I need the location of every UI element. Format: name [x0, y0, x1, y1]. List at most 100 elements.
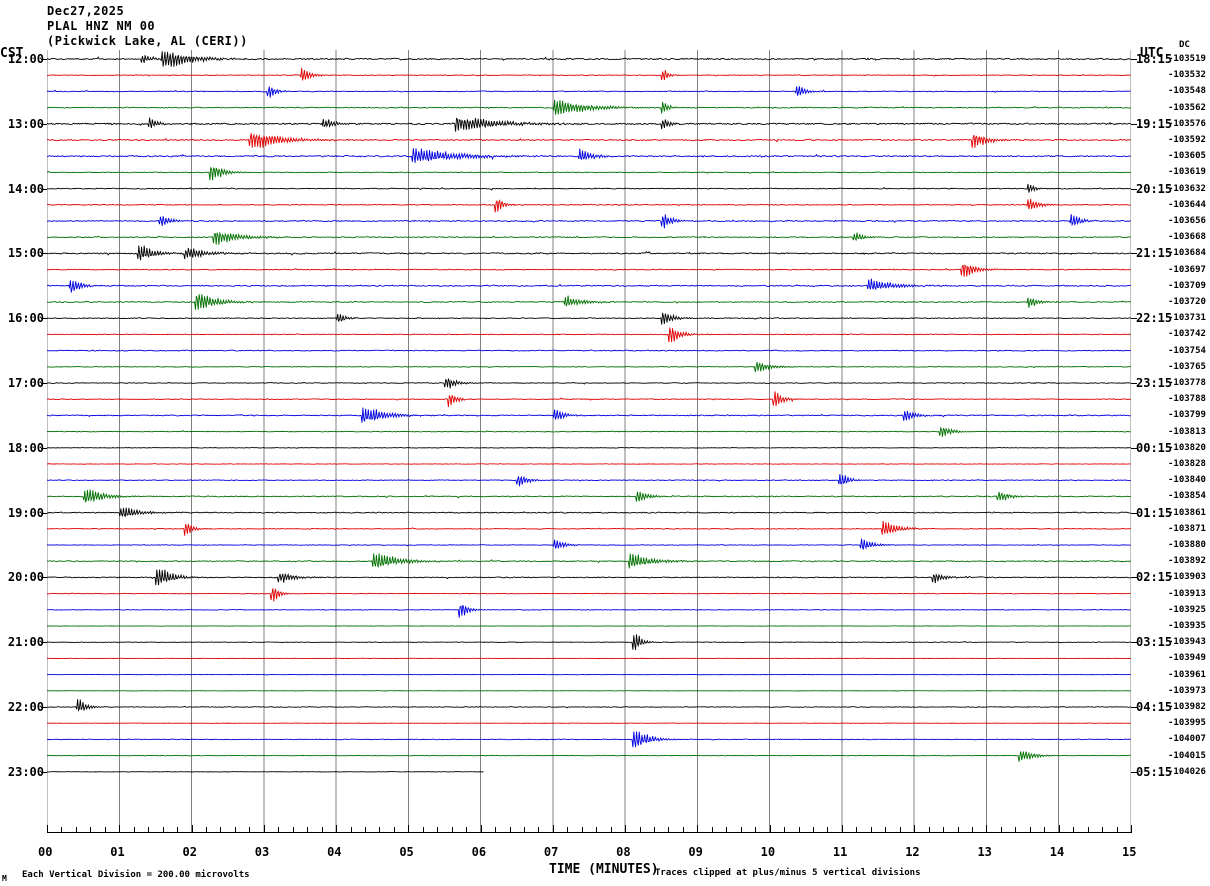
right-axis-tick	[1131, 447, 1137, 449]
x-minor-tick	[885, 827, 887, 833]
x-minor-tick	[943, 827, 945, 833]
x-minor-tick	[784, 827, 786, 833]
dc-value: -103668	[1168, 232, 1206, 243]
x-tick-label: 09	[688, 845, 703, 859]
x-minor-tick	[422, 827, 424, 833]
left-axis-tick	[41, 642, 47, 644]
dc-value: -103828	[1168, 459, 1206, 469]
dc-value: -103519	[1168, 54, 1206, 64]
right-time-label: 21:15	[1136, 246, 1173, 261]
x-tick-label: 08	[616, 845, 631, 859]
x-major-tick	[697, 825, 699, 833]
x-minor-tick	[509, 827, 511, 833]
left-time-label: 16:00	[7, 311, 44, 326]
left-axis-tick	[41, 707, 47, 708]
dc-value: -103982	[1168, 702, 1206, 712]
right-time-label: 19:15	[1136, 116, 1173, 131]
x-major-tick	[336, 825, 338, 833]
x-minor-tick	[870, 827, 872, 833]
dc-value: -103820	[1168, 442, 1206, 453]
x-minor-tick	[234, 827, 236, 833]
x-minor-tick	[1044, 827, 1046, 833]
dc-value: -103913	[1168, 588, 1206, 599]
x-axis-line	[47, 832, 1131, 833]
x-minor-tick	[610, 827, 612, 833]
dc-value: -103854	[1168, 491, 1206, 502]
x-major-tick	[408, 825, 410, 833]
left-time-label: 13:00	[7, 116, 44, 131]
right-timezone-label: UTC	[1140, 46, 1164, 61]
x-minor-tick	[538, 827, 540, 833]
x-major-tick	[1131, 825, 1132, 833]
left-time-label: 12:00	[7, 52, 44, 66]
x-major-tick	[119, 825, 121, 833]
dc-value: -103765	[1168, 361, 1206, 372]
right-axis-tick	[1131, 188, 1137, 190]
dc-value: -103562	[1168, 102, 1206, 113]
x-minor-tick	[711, 827, 713, 833]
x-minor-tick	[133, 827, 135, 833]
x-minor-tick	[90, 827, 92, 833]
dc-column-label: DC	[1179, 40, 1190, 50]
x-minor-tick	[321, 827, 323, 833]
x-minor-tick	[596, 827, 598, 833]
header-site: (Pickwick Lake, AL (CERI))	[47, 34, 248, 48]
x-minor-tick	[523, 827, 525, 833]
left-axis-tick	[41, 771, 47, 773]
x-tick-label: 12	[905, 845, 920, 859]
dc-value: -104026	[1168, 766, 1206, 777]
x-major-tick	[191, 825, 193, 833]
dc-value: -103961	[1168, 669, 1206, 680]
x-minor-tick	[581, 827, 583, 833]
right-axis-tick	[1131, 383, 1137, 384]
left-axis-tick	[41, 59, 47, 60]
x-tick-label: 02	[182, 845, 197, 859]
x-minor-tick	[726, 827, 728, 833]
dc-value: -103754	[1168, 345, 1206, 356]
dc-value: -103813	[1168, 426, 1206, 437]
right-time-label: 02:15	[1136, 570, 1173, 585]
right-time-label: 23:15	[1136, 376, 1173, 390]
x-minor-tick	[827, 827, 829, 833]
x-tick-label: 01	[110, 845, 125, 859]
right-time-label: 22:15	[1136, 311, 1173, 326]
dc-value: -103973	[1168, 685, 1206, 696]
x-major-tick	[986, 825, 988, 833]
dc-value: -103592	[1168, 135, 1206, 145]
x-minor-tick	[350, 827, 352, 833]
x-major-tick	[914, 825, 916, 833]
header-station: PLAL HNZ NM 00	[47, 19, 156, 33]
x-minor-tick	[798, 827, 800, 833]
dc-value: -103656	[1168, 216, 1206, 226]
x-tick-label: 07	[543, 845, 559, 859]
x-minor-tick	[379, 827, 381, 833]
dc-value: -103709	[1168, 280, 1206, 291]
x-tick-label: 13	[977, 845, 992, 859]
dc-value: -103788	[1168, 394, 1206, 405]
dc-value: -103892	[1168, 556, 1206, 567]
x-minor-tick	[856, 827, 858, 833]
x-tick-label: 06	[471, 845, 487, 859]
dc-value: -103548	[1168, 86, 1206, 97]
seismogram-plot	[47, 50, 1131, 832]
right-axis-tick	[1131, 59, 1137, 60]
right-axis-tick	[1131, 707, 1137, 708]
x-minor-tick	[220, 827, 222, 833]
dc-value: -104015	[1168, 750, 1206, 761]
right-axis-tick	[1131, 123, 1137, 125]
header-date: Dec27,2025	[47, 4, 125, 18]
x-minor-tick	[495, 827, 497, 833]
x-minor-tick	[1116, 827, 1118, 833]
right-axis-tick	[1131, 512, 1137, 514]
x-tick-label: 00	[38, 845, 53, 859]
dc-value: -103880	[1168, 540, 1206, 550]
x-minor-tick	[1087, 827, 1089, 833]
right-axis-tick	[1131, 253, 1137, 255]
left-time-label: 15:00	[7, 246, 44, 261]
x-minor-tick	[567, 827, 569, 833]
dc-value: -104007	[1168, 734, 1206, 745]
dc-value: -103731	[1168, 313, 1206, 324]
x-tick-label: 14	[1049, 845, 1065, 859]
x-tick-label: 03	[254, 845, 270, 859]
right-axis-tick	[1131, 318, 1137, 320]
